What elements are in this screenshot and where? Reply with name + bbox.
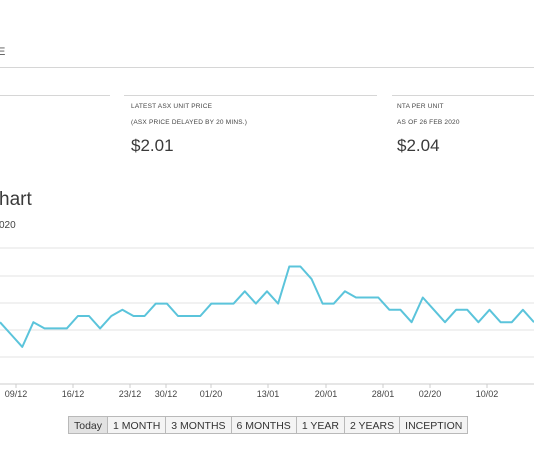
x-tick-label: 02/20 (419, 389, 442, 399)
card-divider-right (392, 95, 534, 96)
x-tick-label: 13/01 (257, 389, 280, 399)
x-tick-label: 09/12 (5, 389, 28, 399)
nta-date: AS OF 26 FEB 2020 (397, 119, 460, 126)
x-tick-label: 01/20 (200, 389, 223, 399)
x-tick-label: 30/12 (155, 389, 178, 399)
range-button-2-years[interactable]: 2 YEARS (343, 416, 401, 434)
nta-value: $2.04 (397, 136, 440, 155)
card-divider-left (0, 95, 110, 96)
asx-price-delay-note: (ASX PRICE DELAYED BY 20 MINS.) (131, 119, 248, 126)
chart-title: hart (0, 189, 32, 210)
chart-subtitle: 020 (0, 220, 16, 231)
card-divider-middle (124, 95, 377, 96)
price-chart: 09/12 16/12 23/12 30/12 01/20 13/01 20/01 28/01… (0, 247, 534, 399)
asx-price-value: $2.01 (131, 136, 174, 155)
range-button-1-year[interactable]: 1 YEAR (295, 416, 345, 434)
nta-label: NTA PER UNIT (397, 103, 444, 110)
x-tick-label: 10/02 (476, 389, 499, 399)
price-series-line (0, 265, 534, 348)
asx-price-label: LATEST ASX UNIT PRICE (131, 103, 213, 110)
range-button-3-months[interactable]: 3 MONTHS (165, 416, 232, 434)
x-tick-label: 28/01 (372, 389, 395, 399)
x-tick-label: 20/01 (315, 389, 338, 399)
x-tick-label: 23/12 (119, 389, 142, 399)
range-button-inception[interactable]: INCEPTION (399, 416, 469, 434)
range-button-6-months[interactable]: 6 MONTHS (230, 416, 297, 434)
header-tab-fragment[interactable]: E (0, 46, 6, 58)
header-divider (0, 67, 534, 68)
range-button-1-month[interactable]: 1 MONTH (107, 416, 167, 434)
range-button-bar: Today 1 MONTH 3 MONTHS 6 MONTHS 1 YEAR 2 YEAR… (68, 416, 469, 434)
x-tick-label: 16/12 (62, 389, 85, 399)
range-button-today[interactable]: Today (68, 416, 109, 434)
